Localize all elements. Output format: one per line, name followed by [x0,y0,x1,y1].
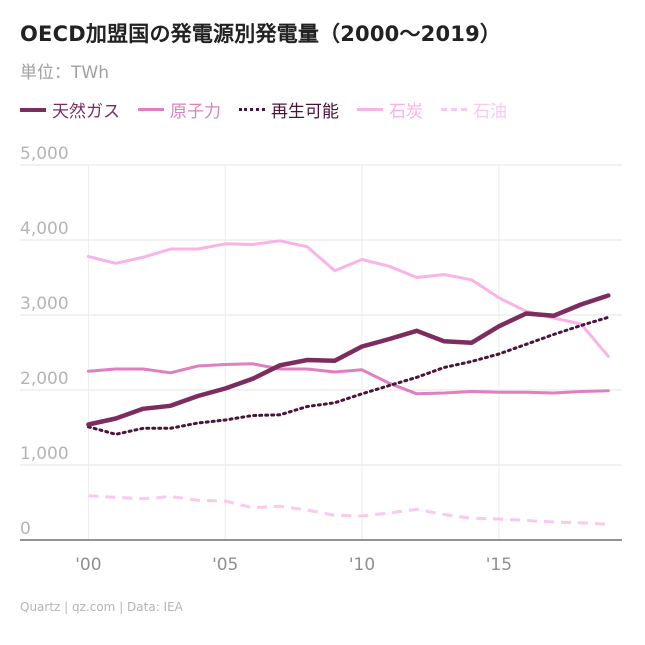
legend-swatch-nuclear [138,108,164,111]
x-tick-label: '05 [212,555,238,575]
series-line-gas [86,293,611,427]
legend-swatch-oil [441,108,467,111]
legend-label-gas: 天然ガス [52,102,120,122]
y-tick-label: 1,000 [20,444,69,464]
y-tick-label: 0 [20,519,31,539]
series-line-coal [86,239,610,358]
series-line-renewables [86,315,610,436]
series-layer [86,239,611,526]
tick-layer: 0 1,000 2,000 3,000 4,000 5,000 '00 '05 '10 '15 [20,144,512,575]
legend-swatch-coal [357,108,383,111]
y-tick-label: 2,000 [20,369,69,389]
legend-item-gas: 天然ガス [20,97,120,122]
x-tick-label: '15 [486,555,512,575]
chart-subtitle: 単位：TWh [20,63,109,83]
legend-swatch-renewables [239,108,265,111]
legend-item-nuclear: 原子力 [138,97,221,122]
legend-item-renewables: 再生可能 [239,97,339,122]
legend-swatch-gas [20,107,46,112]
chart-legend: 天然ガス 原子力 再生可能 石炭 石油 [20,97,525,122]
legend-item-oil: 石油 [441,97,507,122]
series-line-oil [88,494,609,526]
legend-label-oil: 石油 [473,102,507,122]
x-tick-label: '00 [75,555,101,575]
series-line-nuclear [86,362,610,396]
legend-item-coal: 石炭 [357,97,423,122]
legend-label-coal: 石炭 [389,102,423,122]
x-tick-label: '10 [349,555,375,575]
y-tick-label: 5,000 [20,144,69,164]
legend-label-renewables: 再生可能 [271,102,339,122]
legend-label-nuclear: 原子力 [170,102,221,122]
y-tick-label: 4,000 [20,219,69,239]
source-note: Quartz | qz.com | Data: IEA [20,600,183,614]
grid-layer [20,164,622,541]
chart-title: OECD加盟国の発電源別発電量（2000〜2019） [20,22,502,46]
y-tick-label: 3,000 [20,294,69,314]
